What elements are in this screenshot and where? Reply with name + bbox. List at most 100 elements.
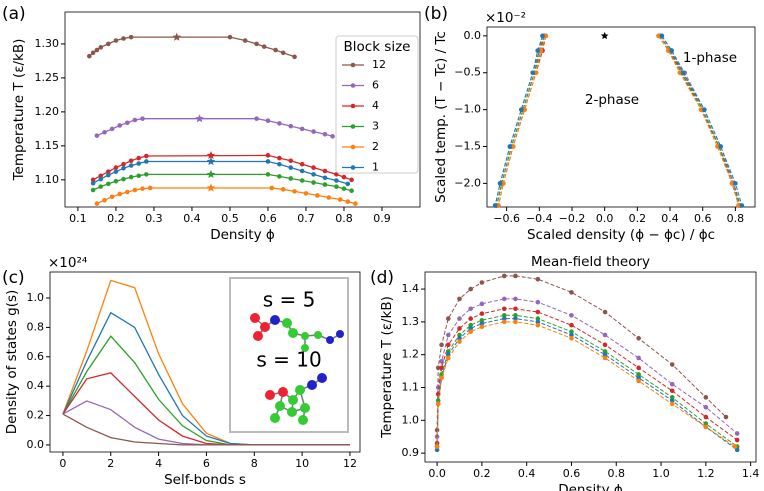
data-point (277, 161, 282, 167)
data-point (106, 181, 111, 187)
data-point (273, 47, 278, 53)
x-tick-label: 10 (295, 457, 309, 470)
data-point (311, 165, 316, 170)
data-point (102, 129, 107, 135)
x-tick-label: 0.1 (69, 212, 87, 225)
y-tick-label: 0.6 (27, 350, 45, 363)
x-axis-label: Self-bonds s (164, 472, 246, 488)
x-tick-label: 8 (251, 457, 258, 470)
data-point (479, 317, 485, 323)
data-point (535, 299, 541, 305)
data-point (510, 144, 516, 149)
data-point (501, 296, 507, 302)
data-point (479, 280, 485, 285)
data-point (636, 378, 641, 384)
data-point (265, 153, 271, 158)
plot-frame (486, 26, 756, 208)
data-point (513, 316, 518, 321)
data-point (513, 319, 518, 325)
y-tick-label: 1.2 (402, 348, 420, 361)
data-point (513, 306, 518, 312)
data-point (254, 116, 259, 121)
y-tick-label: 1.10 (35, 173, 60, 186)
data-point (345, 181, 351, 187)
data-point (702, 107, 707, 112)
data-point (602, 352, 608, 357)
data-point (265, 118, 271, 124)
y-tick-label: 0.0 (464, 29, 482, 42)
data-point (322, 131, 328, 137)
data-point (311, 129, 316, 134)
x-tick-label: −0.2 (559, 212, 586, 225)
data-point (445, 332, 451, 338)
legend-marker (350, 124, 356, 129)
data-point (501, 316, 507, 321)
data-point (299, 168, 305, 174)
y-tick-label: 1.0 (27, 291, 45, 304)
x-tick-label: 4 (155, 457, 162, 470)
data-point (132, 187, 138, 193)
data-point (569, 313, 574, 318)
x-tick-label: 0.3 (145, 212, 163, 225)
data-point (513, 296, 518, 302)
data-point (680, 70, 686, 76)
data-point (501, 306, 507, 312)
annotation: 2-phase (585, 92, 639, 108)
data-point (636, 372, 641, 377)
axis-offset-label: ×10⁻² (485, 10, 526, 26)
data-point (513, 313, 518, 318)
data-point (535, 322, 541, 328)
x-tick-label: 0 (59, 457, 66, 470)
data-point (703, 414, 709, 420)
data-point (457, 316, 462, 321)
data-point (434, 444, 440, 449)
y-tick-label: 1.4 (402, 282, 420, 295)
data-point (136, 155, 142, 161)
data-point (121, 176, 126, 182)
critical-point (195, 114, 204, 123)
x-tick-label: 2 (107, 457, 114, 470)
y-axis-label: Density of states g(s) (4, 290, 20, 435)
data-point (501, 319, 507, 325)
legend-marker (350, 62, 356, 68)
data-point (479, 301, 485, 307)
legend-label: 6 (372, 79, 379, 92)
data-point (445, 342, 451, 348)
critical-point (206, 157, 216, 166)
y-axis-label: Temperature T (ε/kB) (379, 296, 395, 439)
data-point (345, 199, 351, 204)
data-point (292, 54, 297, 60)
data-point (507, 144, 513, 149)
legend-marker (350, 83, 356, 88)
data-point (602, 349, 608, 354)
panel-label: (d) (370, 268, 394, 288)
data-point (242, 38, 248, 43)
series-line (62, 413, 350, 446)
y-tick-label: −0.5 (454, 66, 481, 79)
data-point (479, 324, 485, 330)
data-point (315, 193, 320, 198)
data-point (94, 47, 100, 53)
x-tick-label: 0.4 (183, 212, 201, 225)
x-axis-label: Scaled density (ϕ − ϕc) / ϕc (527, 227, 715, 243)
data-point (703, 395, 709, 400)
legend-frame (335, 35, 419, 174)
data-point (519, 107, 524, 112)
data-point (299, 161, 305, 167)
x-tick-label: 1.4 (742, 467, 760, 480)
data-point (513, 273, 518, 279)
data-point (254, 41, 259, 47)
x-tick-label: 0.6 (563, 467, 581, 480)
x-tick-label: −0.6 (493, 212, 520, 225)
data-point (265, 159, 271, 164)
data-point (468, 286, 473, 292)
critical-point (600, 31, 609, 40)
series-line (96, 118, 333, 137)
y-tick-label: 0.9 (402, 446, 420, 459)
y-tick-label: 0.2 (27, 409, 45, 422)
data-point (703, 404, 709, 410)
data-point (326, 195, 332, 200)
data-point (90, 187, 96, 193)
data-point (669, 395, 675, 400)
x-tick-label: 1.0 (652, 467, 670, 480)
